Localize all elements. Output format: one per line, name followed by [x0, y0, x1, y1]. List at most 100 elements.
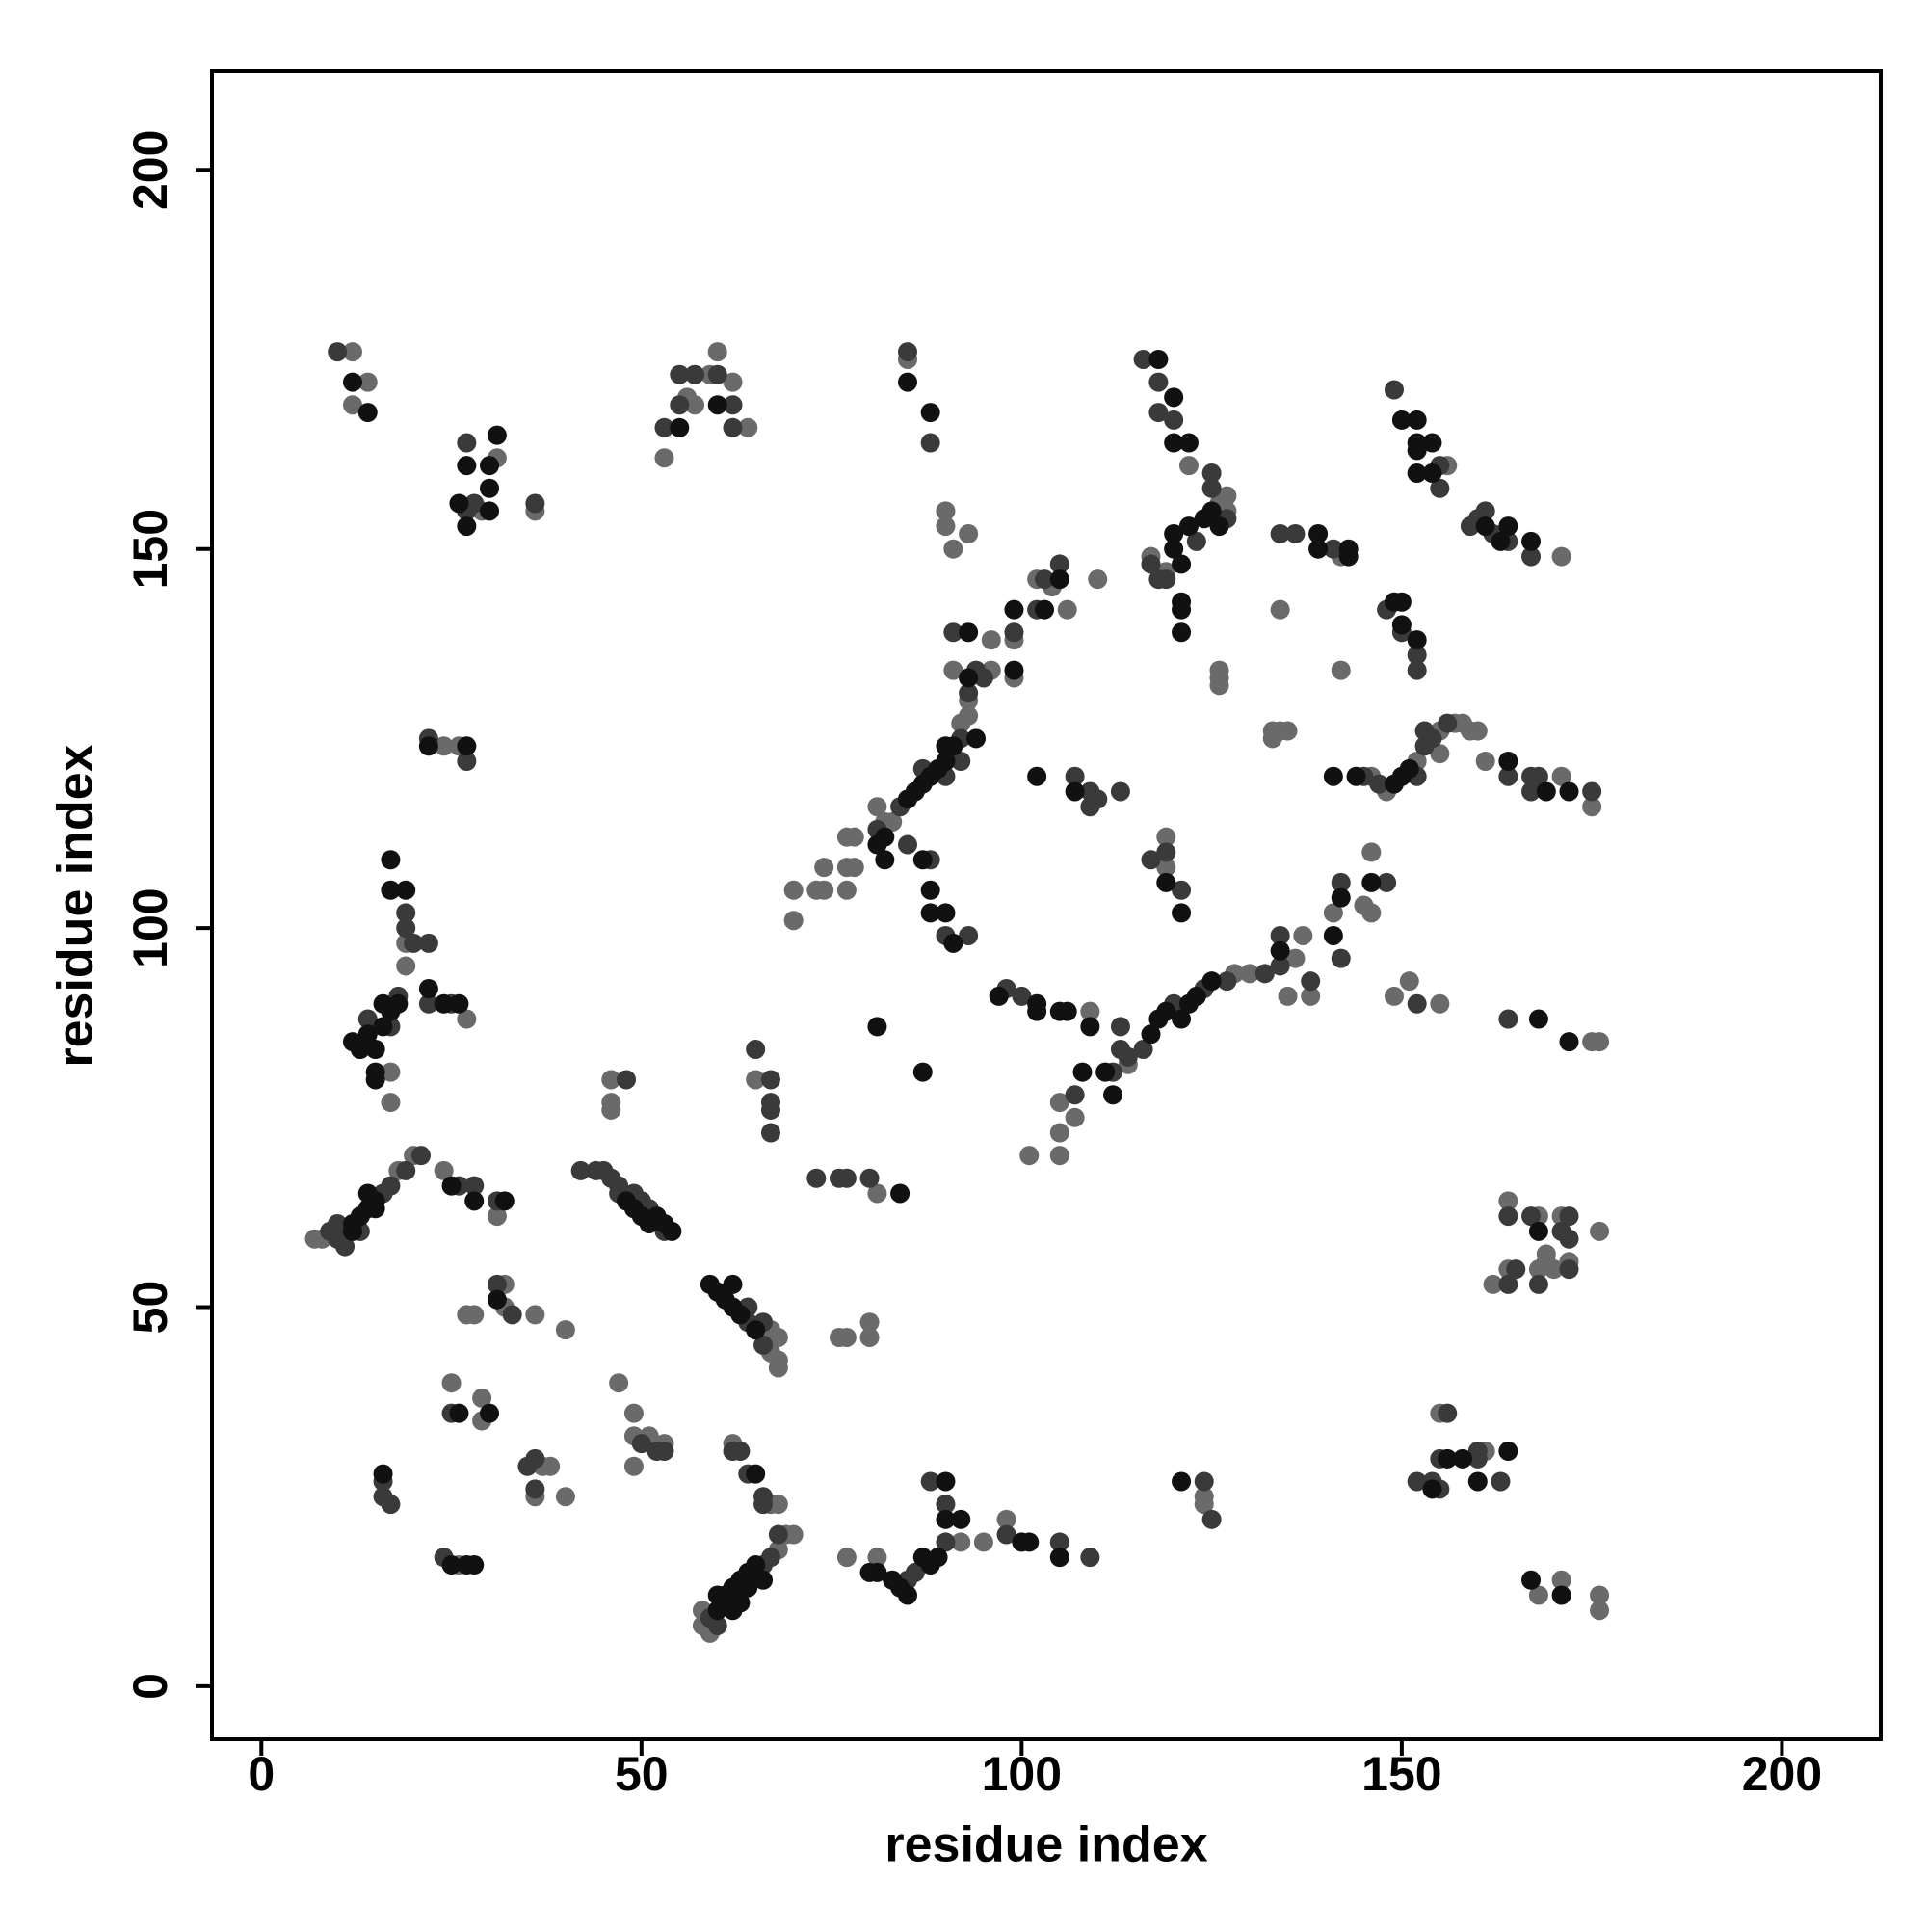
point	[1110, 1017, 1130, 1037]
point	[1528, 1221, 1548, 1241]
point	[555, 1320, 575, 1340]
point	[897, 372, 917, 392]
point	[1035, 599, 1055, 620]
point	[1164, 539, 1184, 559]
point	[844, 858, 864, 878]
point	[1422, 1479, 1442, 1499]
point	[1430, 478, 1450, 498]
point	[1194, 1471, 1214, 1492]
point	[357, 372, 378, 392]
point	[1164, 433, 1184, 453]
point	[487, 1274, 507, 1294]
point	[1528, 766, 1548, 786]
point	[867, 1548, 887, 1568]
x-tick-label: 0	[248, 1747, 275, 1801]
point	[623, 1403, 644, 1423]
point	[480, 1403, 500, 1423]
point	[1278, 721, 1298, 741]
point	[723, 1274, 743, 1294]
point	[1156, 827, 1176, 847]
point	[1065, 1107, 1085, 1127]
point	[396, 918, 416, 939]
point	[1049, 1146, 1069, 1166]
point	[1027, 1001, 1047, 1021]
point	[1377, 872, 1397, 892]
point	[1164, 410, 1184, 430]
point	[487, 425, 507, 445]
point	[449, 993, 469, 1014]
point	[388, 993, 409, 1014]
point	[753, 1570, 774, 1590]
point	[959, 705, 979, 726]
point	[396, 880, 416, 900]
point	[1027, 766, 1047, 786]
point	[1118, 1046, 1138, 1067]
point	[936, 516, 956, 537]
point	[1156, 842, 1176, 862]
point	[449, 493, 469, 514]
point	[685, 364, 705, 384]
point	[1141, 850, 1161, 870]
point	[1498, 766, 1518, 786]
point	[525, 1479, 545, 1499]
point	[989, 986, 1009, 1006]
point	[730, 1593, 751, 1613]
point	[357, 403, 378, 423]
point	[457, 1009, 477, 1029]
point	[1080, 1017, 1100, 1037]
point	[1521, 1206, 1542, 1227]
point	[723, 417, 743, 437]
point	[670, 364, 690, 384]
point	[654, 1442, 674, 1462]
point	[328, 342, 348, 362]
point	[601, 1099, 621, 1120]
point	[836, 1327, 857, 1347]
point	[1049, 1532, 1069, 1552]
point	[1057, 599, 1077, 620]
point	[996, 1524, 1016, 1545]
point	[867, 1017, 887, 1037]
point	[1049, 1548, 1069, 1568]
point	[951, 1532, 971, 1552]
point	[912, 850, 933, 870]
point	[959, 668, 979, 688]
point	[1172, 622, 1192, 643]
point	[1338, 546, 1359, 567]
point	[1141, 554, 1161, 574]
point	[1323, 903, 1343, 923]
point	[1422, 728, 1442, 749]
point	[335, 1236, 356, 1257]
point	[738, 417, 758, 437]
point	[441, 1555, 462, 1575]
point	[920, 433, 940, 453]
point	[1270, 940, 1290, 961]
point	[867, 1183, 887, 1204]
point	[1399, 971, 1419, 992]
point	[1331, 660, 1351, 680]
point	[890, 1183, 911, 1204]
point	[1141, 1024, 1161, 1045]
point	[1430, 993, 1450, 1014]
point	[1384, 986, 1404, 1006]
point	[1384, 380, 1404, 400]
point	[943, 660, 964, 680]
point	[418, 979, 438, 999]
point	[867, 797, 887, 817]
point	[707, 1585, 727, 1605]
point	[457, 516, 477, 537]
point	[1590, 1585, 1610, 1605]
point	[1186, 986, 1206, 1006]
point	[1172, 1009, 1192, 1029]
point	[1133, 349, 1153, 369]
point	[783, 880, 804, 900]
point	[1270, 956, 1290, 976]
point	[464, 1176, 485, 1196]
point	[883, 811, 903, 832]
point	[1361, 903, 1382, 923]
point	[396, 956, 416, 976]
point	[1475, 752, 1495, 772]
point	[1156, 1001, 1176, 1021]
point	[859, 1312, 880, 1333]
point	[836, 1548, 857, 1568]
